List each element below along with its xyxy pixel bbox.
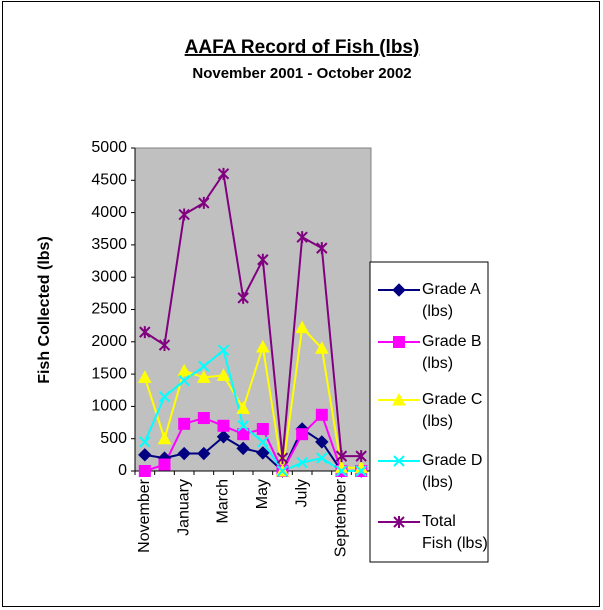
data-point xyxy=(158,391,171,403)
y-tick-label: 2500 xyxy=(91,301,127,318)
y-tick-label: 500 xyxy=(100,430,127,447)
data-point xyxy=(257,253,269,266)
data-point xyxy=(355,465,367,477)
y-tick-label: 2000 xyxy=(91,333,127,350)
y-tick-label: 1500 xyxy=(91,365,127,382)
data-point xyxy=(178,208,190,221)
data-point xyxy=(236,401,251,414)
data-point xyxy=(158,339,171,352)
data-point xyxy=(276,452,289,465)
data-point xyxy=(198,196,210,209)
legend-marker xyxy=(393,455,405,467)
data-point xyxy=(178,374,190,387)
legend-label: Grade D (lbs) xyxy=(422,452,483,491)
data-point xyxy=(178,417,191,430)
data-point xyxy=(296,231,308,244)
data-point xyxy=(314,341,329,354)
data-point xyxy=(158,458,171,471)
data-point xyxy=(216,430,231,444)
series-line xyxy=(144,412,362,474)
data-point xyxy=(138,448,152,462)
legend-marker xyxy=(393,516,405,528)
data-point xyxy=(137,370,152,383)
data-point xyxy=(198,360,210,373)
series-line xyxy=(144,171,362,459)
legend-item: Grade A (lbs) xyxy=(422,281,480,320)
x-tick-label: January xyxy=(175,479,192,536)
data-point xyxy=(237,420,249,432)
data-point xyxy=(217,419,230,432)
data-point xyxy=(257,436,269,448)
data-point xyxy=(316,242,328,255)
data-point xyxy=(315,408,328,421)
data-point xyxy=(217,167,230,180)
legend-item: Grade D (lbs) xyxy=(422,452,483,491)
data-point xyxy=(197,412,210,425)
data-point xyxy=(237,428,250,441)
chart-title: AAFA Record of Fish (lbs) xyxy=(185,37,420,58)
data-point xyxy=(276,465,289,477)
data-point xyxy=(355,450,367,463)
x-tick-label: November xyxy=(136,478,153,552)
legend-label: Grade A (lbs) xyxy=(422,281,480,320)
data-point xyxy=(177,446,191,461)
legend-item: Grade B (lbs) xyxy=(422,333,482,372)
data-point xyxy=(237,291,249,304)
data-point xyxy=(236,441,250,456)
y-axis-label: Fish Collected (lbs) xyxy=(36,236,53,384)
y-tick-label: 0 xyxy=(118,462,127,479)
legend-marker xyxy=(393,336,405,348)
data-point xyxy=(256,423,269,436)
data-point xyxy=(216,368,231,381)
data-point xyxy=(196,370,211,383)
data-point xyxy=(295,320,310,334)
legend-label: Grade B (lbs) xyxy=(422,333,482,372)
legend-item: Grade C (lbs) xyxy=(422,391,483,430)
y-tick-label: 4000 xyxy=(91,204,127,221)
data-point xyxy=(139,436,151,448)
data-point xyxy=(316,452,328,464)
x-tick-label: September xyxy=(333,478,350,557)
data-point xyxy=(296,456,308,469)
legend-marker xyxy=(392,392,406,406)
data-point xyxy=(315,435,329,449)
data-point xyxy=(139,326,151,339)
legend-label: Total Fish (lbs) xyxy=(422,513,488,552)
chart-subtitle: November 2001 - October 2002 xyxy=(192,65,411,82)
x-tick-label: July xyxy=(293,479,310,507)
data-point xyxy=(177,363,192,377)
y-tick-label: 5000 xyxy=(91,139,127,156)
data-point xyxy=(255,339,270,353)
plot-area xyxy=(134,147,372,472)
data-point xyxy=(296,428,309,441)
x-tick-label: May xyxy=(254,479,271,509)
legend-marker xyxy=(392,283,406,297)
data-point xyxy=(217,344,230,356)
data-point xyxy=(138,465,151,477)
data-point xyxy=(197,446,211,461)
y-tick-label: 3000 xyxy=(91,268,127,285)
data-point xyxy=(335,465,348,477)
x-tick-label: March xyxy=(215,479,232,523)
legend-box xyxy=(369,261,489,563)
y-tick-label: 3500 xyxy=(91,236,127,253)
legend-label: Grade C (lbs) xyxy=(422,391,483,430)
y-tick-label: 4500 xyxy=(91,172,127,189)
y-tick-label: 1000 xyxy=(91,398,127,415)
data-point xyxy=(335,450,348,463)
data-point xyxy=(157,431,172,445)
legend-item: Total Fish (lbs) xyxy=(422,513,488,552)
data-point xyxy=(256,446,270,460)
